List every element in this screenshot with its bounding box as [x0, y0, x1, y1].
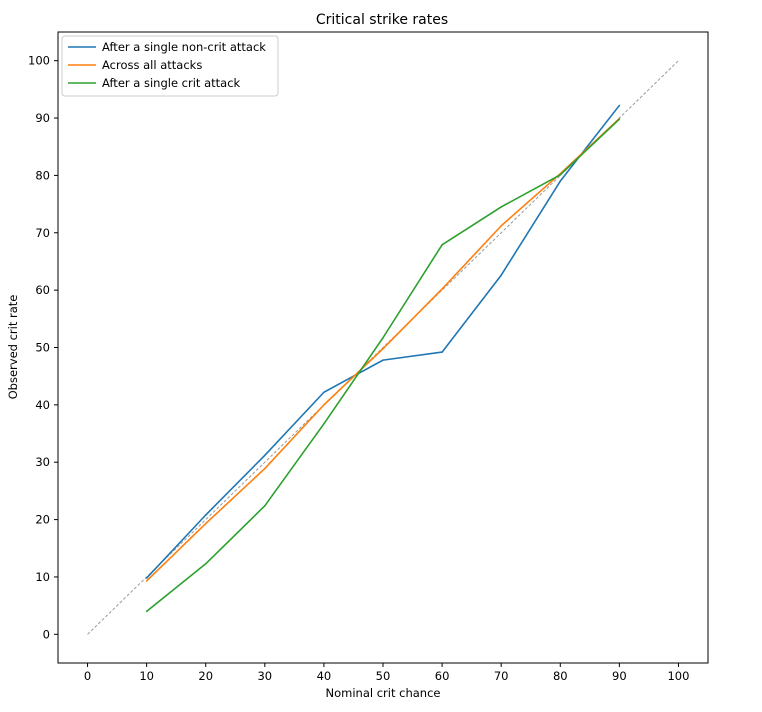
legend-label-all: Across all attacks	[102, 58, 202, 72]
x-tick-label: 90	[612, 669, 627, 683]
x-tick-label: 60	[435, 669, 450, 683]
x-tick-label: 40	[317, 669, 332, 683]
data-point-2-7	[559, 174, 562, 176]
data-point-2-0	[145, 610, 148, 613]
y-tick-label: 90	[35, 111, 50, 125]
series-layer	[145, 104, 621, 613]
data-point-0-2	[264, 454, 266, 457]
axes-layer: 0 10 20 30 40 50 60 70 80 90 100 0 10 20 30 40 50 60 70 80 9…	[28, 54, 689, 683]
data-point-1-1	[204, 522, 207, 525]
x-axis-label: Nominal crit chance	[326, 686, 441, 700]
data-point-2-5	[441, 244, 443, 246]
data-point-2-8	[618, 118, 621, 120]
data-point-2-6	[500, 206, 502, 208]
y-tick-label: 60	[35, 283, 50, 297]
data-point-1-2	[264, 467, 266, 470]
y-tick-label: 30	[35, 455, 50, 469]
y-tick-label: 40	[35, 398, 50, 412]
x-tick-label: 70	[494, 669, 509, 683]
x-tick-label: 80	[553, 669, 568, 683]
data-point-0-4	[382, 359, 384, 361]
y-tick-label: 10	[35, 570, 50, 584]
data-point-0-8	[618, 104, 621, 107]
chart-title: Critical strike rates	[316, 12, 448, 28]
data-point-2-3	[323, 422, 325, 425]
y-tick-label: 50	[35, 341, 50, 355]
legend-label-crit: After a single crit attack	[102, 76, 241, 90]
y-tick-label: 0	[43, 627, 50, 641]
data-point-0-7	[559, 180, 562, 182]
y-tick-label: 70	[35, 226, 50, 240]
data-point-0-0	[145, 577, 148, 579]
data-point-1-6	[500, 225, 502, 227]
y-axis-label: Observed crit rate	[6, 295, 20, 400]
data-point-0-5	[441, 351, 443, 353]
data-point-0-6	[500, 274, 502, 277]
x-tick-label: 30	[257, 669, 272, 683]
data-point-0-1	[204, 514, 207, 516]
x-tick-label: 50	[376, 669, 391, 683]
legend: After a single non-crit attack Across al…	[61, 35, 279, 97]
data-point-1-0	[145, 580, 148, 582]
data-point-2-4	[382, 336, 384, 339]
data-point-1-4	[382, 347, 384, 350]
data-point-2-2	[264, 505, 266, 507]
data-point-0-3	[323, 391, 325, 394]
data-point-1-5	[441, 288, 443, 290]
x-tick-label: 0	[84, 669, 91, 683]
y-tick-label: 80	[35, 168, 50, 182]
x-tick-label: 20	[198, 669, 213, 683]
x-tick-label: 10	[139, 669, 154, 683]
y-tick-label: 20	[35, 513, 50, 527]
legend-box	[61, 35, 279, 97]
data-point-2-1	[204, 562, 207, 565]
legend-label-non-crit: After a single non-crit attack	[102, 40, 266, 54]
y-tick-label: 100	[28, 54, 50, 68]
x-tick-label: 100	[667, 669, 689, 683]
data-point-1-3	[323, 404, 325, 406]
